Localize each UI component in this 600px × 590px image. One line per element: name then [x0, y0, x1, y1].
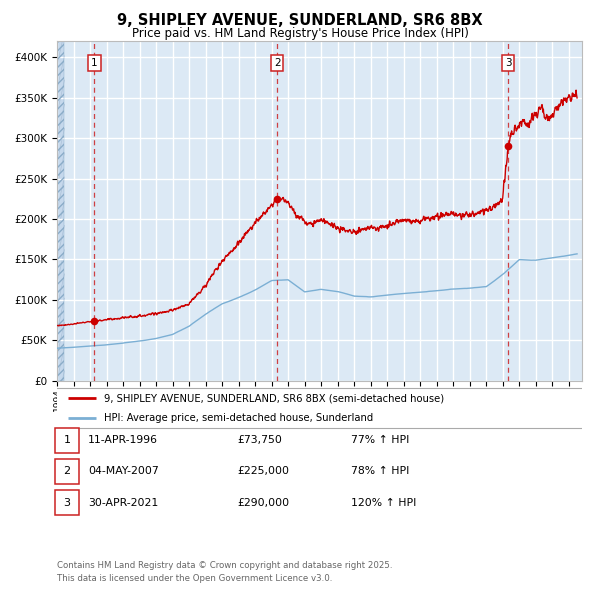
- Text: 77% ↑ HPI: 77% ↑ HPI: [351, 435, 409, 445]
- Text: 30-APR-2021: 30-APR-2021: [88, 498, 158, 507]
- Text: HPI: Average price, semi-detached house, Sunderland: HPI: Average price, semi-detached house,…: [104, 414, 373, 424]
- Text: 9, SHIPLEY AVENUE, SUNDERLAND, SR6 8BX: 9, SHIPLEY AVENUE, SUNDERLAND, SR6 8BX: [117, 13, 483, 28]
- Text: 2: 2: [274, 58, 281, 68]
- Text: 78% ↑ HPI: 78% ↑ HPI: [351, 467, 409, 476]
- Text: Contains HM Land Registry data © Crown copyright and database right 2025.
This d: Contains HM Land Registry data © Crown c…: [57, 562, 392, 583]
- Text: £290,000: £290,000: [237, 498, 289, 507]
- Text: 1: 1: [64, 435, 70, 445]
- FancyBboxPatch shape: [55, 388, 584, 428]
- Text: 9, SHIPLEY AVENUE, SUNDERLAND, SR6 8BX (semi-detached house): 9, SHIPLEY AVENUE, SUNDERLAND, SR6 8BX (…: [104, 393, 445, 403]
- Text: 04-MAY-2007: 04-MAY-2007: [88, 467, 159, 476]
- Text: 1: 1: [91, 58, 98, 68]
- Text: 2: 2: [64, 467, 70, 476]
- Text: 3: 3: [64, 498, 70, 507]
- Text: 120% ↑ HPI: 120% ↑ HPI: [351, 498, 416, 507]
- Bar: [57, 41, 64, 381]
- Text: Price paid vs. HM Land Registry's House Price Index (HPI): Price paid vs. HM Land Registry's House …: [131, 27, 469, 40]
- Text: 11-APR-1996: 11-APR-1996: [88, 435, 158, 445]
- Bar: [57, 41, 64, 381]
- Text: £225,000: £225,000: [237, 467, 289, 476]
- Text: £73,750: £73,750: [237, 435, 282, 445]
- Text: 3: 3: [505, 58, 512, 68]
